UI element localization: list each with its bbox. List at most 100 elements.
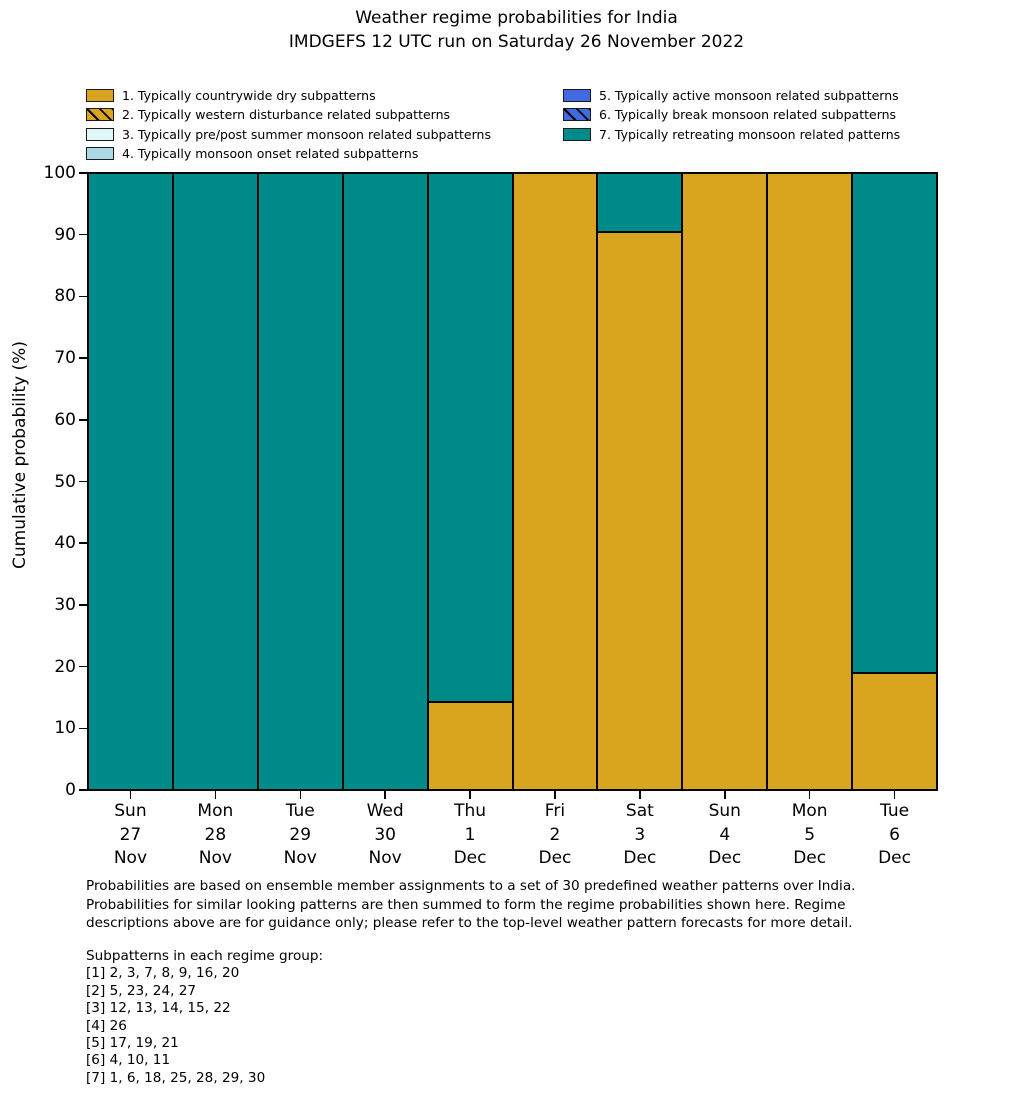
bar-mon-5-dec xyxy=(767,173,853,790)
x-tick-mark xyxy=(384,791,386,799)
legend-swatch-pre-post-summer-monsoon xyxy=(86,128,114,141)
x-tick-label-line: Dec xyxy=(708,848,742,868)
x-tick-label-line: 27 xyxy=(119,824,142,845)
legend-item-5: 5. Typically active monsoon related subp… xyxy=(563,86,899,105)
x-tick-mark xyxy=(724,791,726,799)
bar-fri-2-dec xyxy=(512,173,598,790)
bar-sun-27-nov xyxy=(88,173,173,790)
x-tick-label-line: 4 xyxy=(719,824,731,845)
y-axis-label: Cumulative probability (%) xyxy=(10,341,30,569)
y-tick-label: 40 xyxy=(54,533,76,554)
y-tick-mark xyxy=(79,604,87,606)
bar-segment xyxy=(427,701,513,790)
y-tick-mark xyxy=(79,665,87,668)
x-tick-label-line: 2 xyxy=(549,824,561,845)
legend-label: 5. Typically active monsoon related subp… xyxy=(599,88,899,103)
legend-swatch-dry xyxy=(86,89,114,102)
x-tick-label-line: Nov xyxy=(198,848,232,868)
legend-item-2: 2. Typically western disturbance related… xyxy=(86,105,450,124)
legend-item-4: 4. Typically monsoon onset related subpa… xyxy=(86,144,418,163)
x-tick-label-line: Sun xyxy=(114,801,147,821)
legend-item-6: 6. Typically break monsoon related subpa… xyxy=(563,105,896,124)
legend-swatch-western-disturbance xyxy=(86,108,114,121)
x-tick-mark xyxy=(129,791,132,799)
x-tick-mark xyxy=(469,791,471,799)
x-tick-label-line: Thu xyxy=(454,801,487,821)
footnote: Probabilities are based on ensemble memb… xyxy=(86,877,855,933)
x-tick-label-line: Tue xyxy=(880,801,910,821)
legend-swatch-active-monsoon xyxy=(563,89,591,102)
x-tick-label-line: 3 xyxy=(634,824,646,845)
x-tick-mark xyxy=(639,791,641,799)
y-tick-label: 90 xyxy=(54,224,76,245)
x-tick-label: Sun 4 Dec xyxy=(708,800,741,871)
x-tick-label-line: Nov xyxy=(283,848,317,868)
x-tick-label-line: 6 xyxy=(889,824,900,845)
chart-title: Weather regime probabilities for India xyxy=(355,8,678,28)
x-tick-label: Thu 1 Dec xyxy=(454,800,487,871)
subpattern-line: [1] 2, 3, 7, 8, 9, 16, 20 xyxy=(86,965,240,982)
x-tick-label-line: 30 xyxy=(374,824,396,845)
x-tick-label-line: 5 xyxy=(804,824,816,845)
y-tick-label: 0 xyxy=(65,780,76,800)
legend-item-3: 3. Typically pre/post summer monsoon rel… xyxy=(86,125,491,144)
subpattern-heading: Subpatterns in each regime group: xyxy=(86,948,324,964)
y-tick-mark xyxy=(79,295,87,298)
y-tick-mark xyxy=(79,727,87,730)
x-tick-label-line: 28 xyxy=(204,824,227,845)
x-tick-mark xyxy=(808,791,811,799)
chart-subtitle: IMDGEFS 12 UTC run on Saturday 26 Novemb… xyxy=(288,32,745,52)
bar-segment xyxy=(427,173,513,702)
bars xyxy=(88,173,938,790)
bar-segment xyxy=(597,173,683,232)
x-tick-label: Sun 27 Nov xyxy=(114,800,147,871)
x-tick-label-line: Tue xyxy=(285,801,315,821)
plot-area: 0 10 20 30 40 50 60 70 80 90 100 Sun 27 Nov Mon 28 Nov Tu… xyxy=(44,163,938,868)
x-tick-label: Wed 30 Nov xyxy=(367,800,404,871)
bar-tue-29-nov xyxy=(257,173,343,790)
bar-segment xyxy=(257,173,343,790)
x-tick-label: Mon 28 Nov xyxy=(197,800,233,871)
x-tick-mark xyxy=(893,791,896,799)
legend-label: 2. Typically western disturbance related… xyxy=(122,107,451,122)
x-tick-label-line: Mon xyxy=(791,801,828,821)
y-tick-mark xyxy=(79,357,87,359)
subpattern-line: [6] 4, 10, 11 xyxy=(86,1052,171,1069)
y-tick-mark xyxy=(79,172,87,174)
bar-segment xyxy=(512,173,598,790)
x-tick-label: Tue 6 Dec xyxy=(878,800,911,871)
legend-swatch-monsoon-onset xyxy=(86,147,114,160)
x-tick-label-line: Dec xyxy=(878,848,911,868)
legend-label: 4. Typically monsoon onset related subpa… xyxy=(122,146,419,161)
legend-label: 3. Typically pre/post summer monsoon rel… xyxy=(122,127,491,142)
subpattern-line: [7] 1, 6, 18, 25, 28, 29, 30 xyxy=(86,1069,266,1086)
bar-sun-4-dec xyxy=(682,173,768,790)
x-tick-label-line: Sat xyxy=(625,801,654,821)
y-tick-label: 70 xyxy=(54,348,76,369)
bar-segment xyxy=(852,173,938,673)
legend-item-1: 1. Typically countrywide dry subpatterns xyxy=(86,86,376,105)
bar-tue-6-dec xyxy=(852,173,938,790)
legend-swatch-break-monsoon xyxy=(563,108,591,121)
subpattern-line: [4] 26 xyxy=(86,1017,127,1034)
x-tick-label: Mon 5 Dec xyxy=(792,800,828,871)
x-tick-mark xyxy=(554,791,556,799)
y-tick-mark xyxy=(79,480,87,483)
y-tick-label: 80 xyxy=(54,286,76,307)
legend-swatch-retreating-monsoon xyxy=(563,128,591,141)
bar-segment xyxy=(682,173,768,790)
y-tick-label: 100 xyxy=(43,163,76,183)
x-tick-label-line: Mon xyxy=(197,801,234,821)
footnote-line: Probabilities are based on ensemble memb… xyxy=(86,878,856,894)
y-tick-label: 60 xyxy=(54,409,76,430)
x-tick-label-line: Sun xyxy=(708,801,741,821)
x-tick-label: Fri 2 Dec xyxy=(538,800,571,871)
bar-segment xyxy=(767,173,853,790)
subpattern-line: [3] 12, 13, 14, 15, 22 xyxy=(86,1000,231,1017)
y-tick-label: 30 xyxy=(54,594,76,615)
y-tick-mark xyxy=(79,542,87,544)
x-tick-label-line: Dec xyxy=(793,848,827,868)
x-tick-label-line: Fri xyxy=(544,801,566,821)
footnote-line: descriptions above are for guidance only… xyxy=(86,915,853,932)
x-tick-label-line: Wed xyxy=(366,801,404,821)
